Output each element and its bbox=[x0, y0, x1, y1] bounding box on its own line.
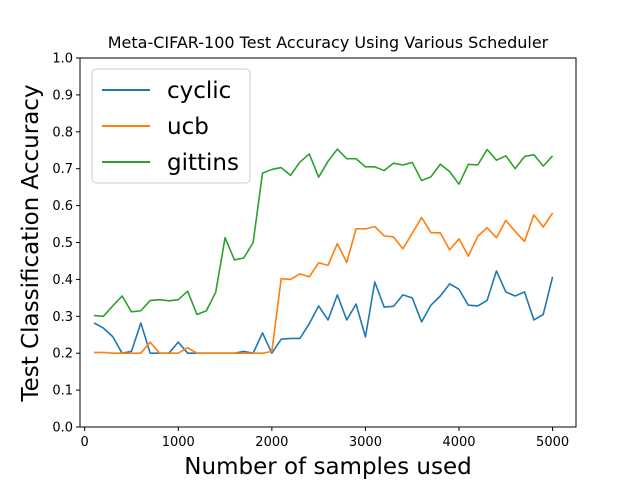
y-axis-ticks: 0.0 0.1 0.2 0.3 0.4 0.5 0.6 0.7 0.8 0.9 1.0 bbox=[52, 52, 80, 436]
legend-label-cyclic: cyclic bbox=[167, 78, 231, 104]
y-tick-label: 0.7 bbox=[52, 162, 73, 177]
x-tick-label: 5000 bbox=[536, 435, 569, 450]
y-tick-label: 0.6 bbox=[52, 199, 73, 214]
x-axis-ticks: 0 1000 2000 3000 4000 5000 bbox=[81, 427, 569, 450]
x-tick-label: 2000 bbox=[255, 435, 288, 450]
y-tick-label: 0.4 bbox=[52, 273, 73, 288]
x-tick-label: 0 bbox=[81, 435, 89, 450]
legend-label-ucb: ucb bbox=[167, 114, 209, 140]
x-axis-label: Number of samples used bbox=[184, 454, 471, 480]
y-tick-label: 1.0 bbox=[52, 52, 73, 67]
series-line-gittins bbox=[93, 148, 554, 318]
y-tick-label: 0.9 bbox=[52, 88, 73, 103]
y-tick-label: 0.2 bbox=[52, 347, 73, 362]
x-tick-label: 1000 bbox=[162, 435, 195, 450]
y-tick-label: 0.1 bbox=[52, 384, 73, 399]
y-tick-label: 0.0 bbox=[52, 421, 73, 436]
y-axis-label: Test Classification Accuracy bbox=[18, 84, 44, 402]
series-line-cyclic bbox=[93, 270, 554, 355]
y-tick-label: 0.8 bbox=[52, 125, 73, 140]
y-tick-label: 0.5 bbox=[52, 236, 73, 251]
chart-title: Meta-CIFAR-100 Test Accuracy Using Vario… bbox=[108, 33, 549, 52]
legend-label-gittins: gittins bbox=[167, 150, 239, 176]
y-tick-label: 0.3 bbox=[52, 310, 73, 325]
x-tick-label: 4000 bbox=[442, 435, 475, 450]
legend: cyclic ucb gittins bbox=[91, 68, 251, 184]
series-line-ucb bbox=[94, 212, 554, 355]
legend-box bbox=[91, 68, 251, 184]
x-tick-label: 3000 bbox=[349, 435, 382, 450]
